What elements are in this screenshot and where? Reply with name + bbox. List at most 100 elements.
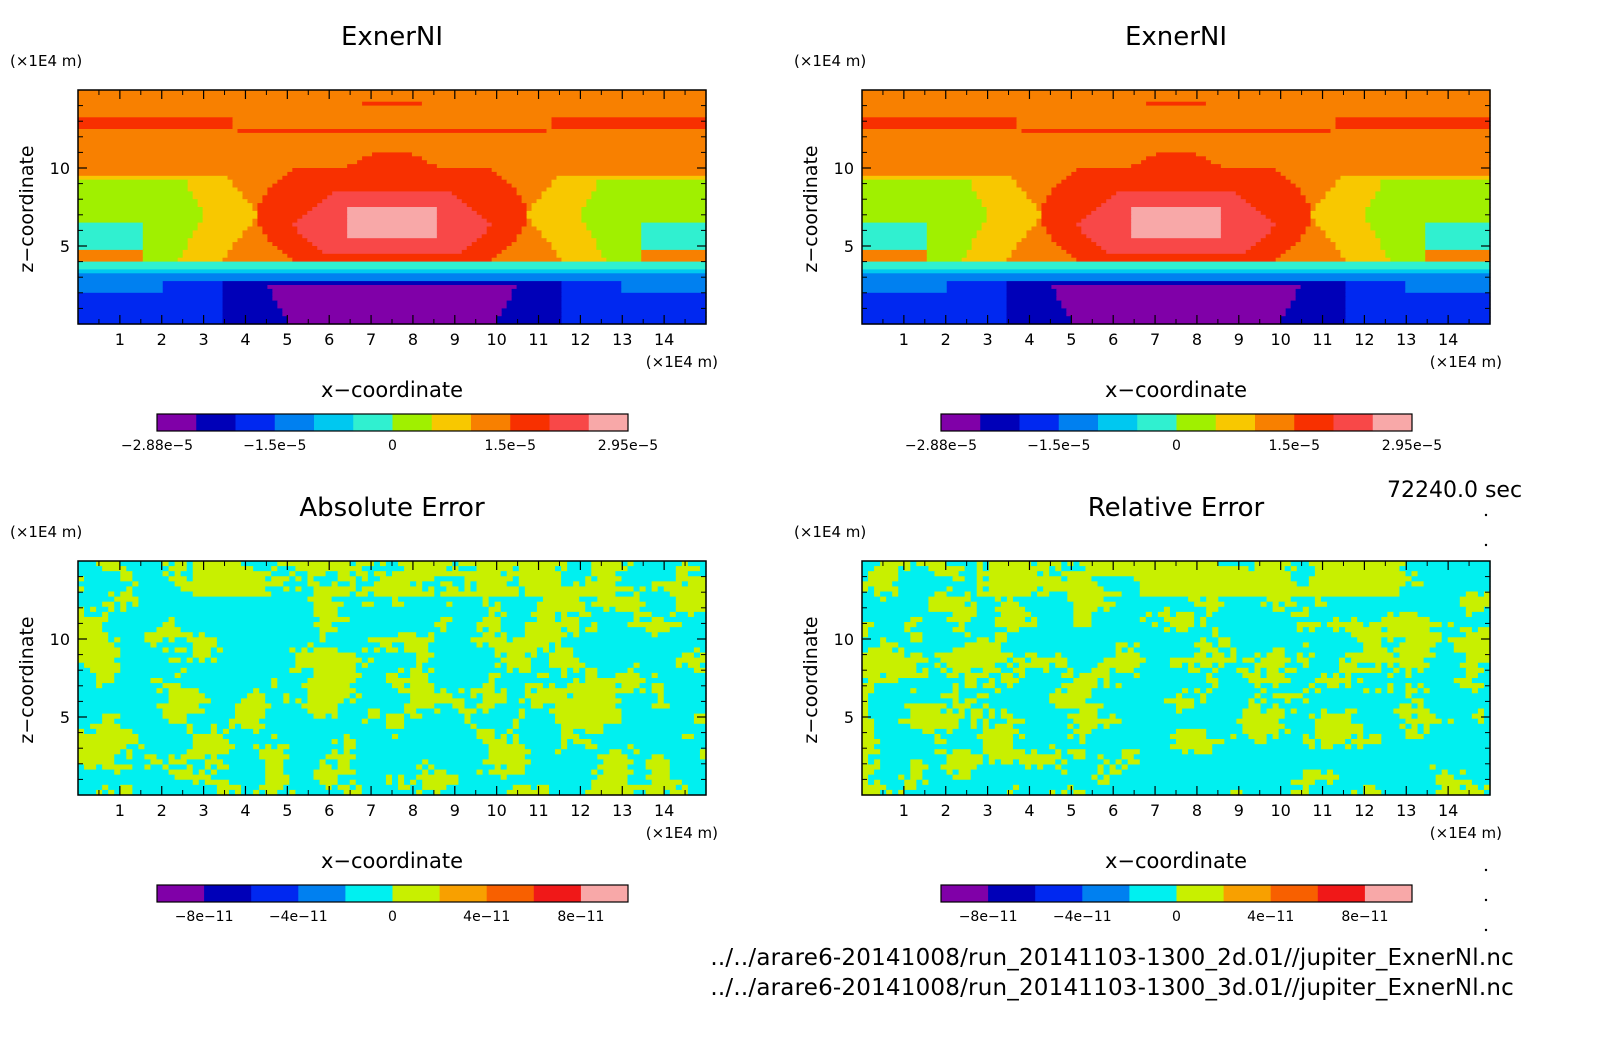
contour-cell — [862, 105, 1491, 111]
contour-cell — [1194, 642, 1213, 649]
contour-cell — [627, 779, 653, 786]
contour-cell — [1248, 698, 1256, 705]
contour-cell — [84, 576, 121, 582]
contour-cell — [687, 561, 707, 567]
contour-cell — [976, 611, 1002, 618]
contour-cell — [1133, 667, 1189, 674]
contour-cell — [78, 749, 121, 755]
contour-cell — [1429, 647, 1455, 654]
contour-cell — [500, 571, 508, 577]
contour-cell — [197, 222, 254, 228]
contour-cell — [988, 703, 1056, 710]
contour-cell — [500, 688, 508, 694]
contour-cell — [78, 144, 707, 150]
contour-cell — [862, 226, 928, 231]
contour-cell — [1200, 647, 1219, 654]
contour-cell — [986, 218, 1038, 224]
contour-cell — [78, 733, 139, 740]
contour-cell — [78, 156, 363, 161]
contour-cell — [1326, 708, 1346, 715]
contour-cell — [1019, 662, 1050, 669]
contour-cell — [530, 652, 538, 659]
contour-cell — [922, 637, 978, 643]
contour-cell — [385, 774, 393, 781]
contour-cell — [1097, 581, 1141, 588]
contour-cell — [1073, 723, 1080, 730]
contour-cell — [1302, 693, 1407, 699]
contour-cell — [898, 789, 905, 796]
contour-cell — [862, 316, 1008, 321]
contour-cell — [192, 191, 244, 196]
contour-cell — [494, 647, 538, 654]
contour-cell — [966, 249, 1013, 255]
contour-cell — [216, 723, 230, 730]
contour-cell — [531, 222, 587, 228]
x-axis-title: x−coordinate — [1105, 849, 1247, 873]
contour-cell — [277, 789, 290, 796]
contour-cell — [1041, 207, 1097, 212]
contour-cell — [526, 214, 582, 220]
contour-cell — [1300, 187, 1332, 192]
contour-cell — [247, 693, 266, 699]
colorbar-frame — [940, 413, 1413, 432]
contour-cell — [78, 754, 115, 760]
contour-cell — [1335, 117, 1491, 122]
colorbar-tick-label: 8e−11 — [1341, 909, 1388, 925]
contour-cell — [982, 561, 990, 567]
contour-cell — [1212, 688, 1262, 694]
contour-cell — [373, 591, 435, 598]
contour-cell — [210, 754, 218, 760]
contour-cell — [313, 774, 339, 781]
contour-cell — [1435, 774, 1455, 781]
contour-cell — [693, 667, 707, 674]
colorbar-swatch — [941, 885, 989, 902]
contour-cell — [1103, 596, 1189, 603]
contour-cell — [398, 632, 417, 638]
contour-cell — [880, 596, 887, 603]
contour-cell — [440, 627, 447, 633]
contour-cell — [1254, 662, 1286, 669]
contour-cell — [331, 764, 339, 771]
contour-cell — [1278, 683, 1310, 689]
contour-cell — [422, 586, 429, 593]
colorbar-swatch — [274, 414, 315, 431]
contour-cell — [312, 242, 473, 247]
contour-cell — [78, 117, 234, 122]
contour-cell — [862, 117, 1018, 122]
contour-cell — [488, 744, 526, 750]
contour-cell — [210, 698, 242, 705]
contour-cell — [488, 606, 502, 613]
contour-cell — [379, 647, 387, 654]
contour-cell — [1278, 703, 1401, 710]
contour-cell — [1459, 784, 1467, 791]
contour-cell — [1212, 683, 1219, 689]
contour-cell — [1218, 632, 1352, 638]
contour-cell — [1026, 195, 1048, 200]
contour-cell — [1290, 657, 1298, 664]
contour-cell — [868, 647, 893, 654]
contour-cell — [265, 764, 284, 771]
contour-cell — [1012, 744, 1050, 750]
contour-cell — [1417, 728, 1425, 735]
contour-cell — [512, 784, 532, 791]
contour-cell — [898, 647, 905, 654]
contour-cell — [1363, 733, 1370, 740]
contour-cell — [1019, 678, 1074, 684]
x-tick-label: 13 — [612, 330, 632, 349]
contour-cell — [500, 672, 538, 679]
contour-cell — [982, 744, 1014, 750]
colorbar-tick-label: −1.5e−5 — [243, 438, 306, 454]
contour-cell — [486, 226, 523, 231]
contour-cell — [1465, 657, 1491, 664]
contour-cell — [1447, 622, 1455, 628]
contour-cell — [591, 601, 647, 608]
contour-cell — [355, 581, 375, 588]
contour-cell — [241, 698, 266, 705]
contour-cell — [1194, 749, 1213, 755]
contour-cell — [1351, 678, 1358, 684]
contour-cell — [1333, 769, 1443, 776]
contour-cell — [452, 566, 460, 572]
contour-cell — [464, 576, 514, 582]
contour-cell — [1272, 601, 1280, 608]
contour-cell — [1218, 561, 1256, 567]
